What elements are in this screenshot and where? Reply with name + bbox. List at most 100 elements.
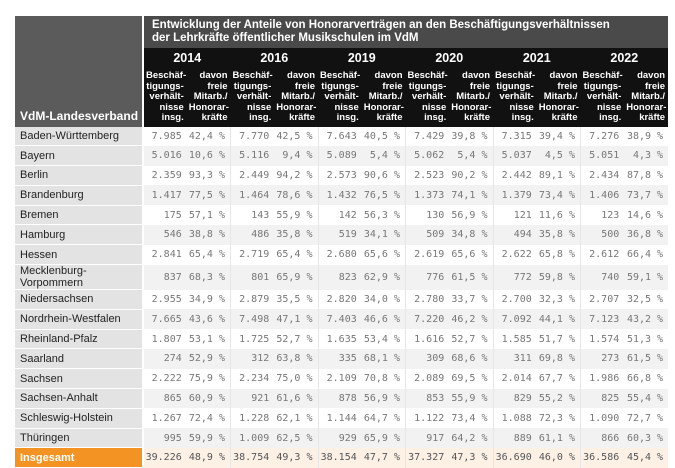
cell-employment-total: 123: [580, 205, 625, 225]
cell-employment-total: 1.228: [230, 408, 275, 429]
year-header: 2019: [318, 48, 406, 68]
cell-honorar-share: 61,6 %: [274, 388, 318, 409]
cell-honorar-share: 72,4 %: [186, 408, 231, 429]
table-row: Saarland 274 52,9 % 312 63,8 % 335 68,1 % 309 68…: [15, 348, 669, 370]
cell-employment-total: 2.234: [230, 368, 275, 389]
cell-honorar-share: 46,6 %: [361, 309, 406, 330]
cell-employment-total: 2.109: [317, 368, 362, 389]
cell-employment-total: 1.574: [580, 329, 625, 349]
cell-employment-total: 7.123: [580, 309, 625, 330]
sub-header-total: Beschäf- tigungs- verhält- nisse insg.: [580, 68, 625, 127]
cell-employment-total: 2.434: [580, 165, 625, 186]
cell-honorar-share: 5,4 %: [361, 145, 406, 166]
cell-honorar-share: 67,7 %: [536, 368, 581, 389]
cell-employment-total: 309: [405, 348, 450, 369]
state-name: Insgesamt: [15, 447, 144, 468]
cell-employment-total: 995: [143, 428, 187, 448]
cell-employment-total: 917: [405, 428, 450, 448]
cell-employment-total: 7.429: [405, 126, 450, 146]
cell-honorar-share: 47,7 %: [361, 447, 406, 468]
cell-honorar-share: 39,4 %: [536, 126, 581, 146]
cell-employment-total: 776: [405, 264, 450, 290]
cell-employment-total: 1.379: [492, 185, 537, 206]
table-row: Mecklenburg-Vorpommern 837 68,3 % 801 65,9 %…: [15, 264, 669, 291]
cell-honorar-share: 75,9 %: [186, 368, 231, 389]
cell-honorar-share: 35,5 %: [274, 289, 318, 310]
cell-honorar-share: 68,3 %: [186, 264, 231, 290]
table-row: Brandenburg 1.417 77,5 % 1.464 78,6 % 1.432 76…: [15, 185, 669, 206]
cell-honorar-share: 55,9 %: [274, 205, 318, 225]
cell-honorar-share: 33,7 %: [449, 289, 493, 310]
table-title: Entwicklung der Anteile von Honorarvertr…: [143, 16, 669, 48]
cell-honorar-share: 35,8 %: [536, 224, 581, 245]
cell-employment-total: 823: [317, 264, 362, 290]
cell-employment-total: 2.619: [405, 244, 450, 265]
cell-honorar-share: 69,8 %: [536, 348, 581, 369]
cell-employment-total: 5.062: [405, 145, 450, 166]
cell-honorar-share: 42,4 %: [186, 126, 231, 146]
cell-honorar-share: 65,6 %: [361, 244, 406, 265]
table-row: Sachsen-Anhalt 865 60,9 % 921 61,6 % 878 56,9 …: [15, 388, 669, 409]
title-line-1: Entwicklung der Anteile von Honorarvertr…: [152, 19, 610, 31]
state-name: Mecklenburg-Vorpommern: [15, 264, 144, 291]
cell-honorar-share: 56,3 %: [361, 205, 406, 225]
table-row: Schleswig-Holstein 1.267 72,4 % 1.228 62,1 %…: [15, 408, 669, 429]
cell-honorar-share: 52,9 %: [186, 348, 231, 369]
cell-honorar-share: 65,4 %: [274, 244, 318, 265]
cell-honorar-share: 45,4 %: [624, 447, 669, 468]
cell-employment-total: 2.719: [230, 244, 275, 265]
cell-honorar-share: 40,5 %: [361, 126, 406, 146]
cell-honorar-share: 55,9 %: [449, 388, 493, 409]
sub-header-share: davon freie Mitarb./ Honorar- kräfte: [361, 68, 406, 127]
cell-honorar-share: 14,6 %: [624, 205, 669, 225]
cell-honorar-share: 59,9 %: [186, 428, 231, 448]
cell-honorar-share: 56,9 %: [361, 388, 406, 409]
cell-employment-total: 1.585: [492, 329, 537, 349]
cell-honorar-share: 34,9 %: [186, 289, 231, 310]
cell-honorar-share: 65,4 %: [186, 244, 231, 265]
cell-honorar-share: 10,6 %: [186, 145, 231, 166]
table-row: Baden-Württemberg 7.985 42,4 % 7.770 42,5 % 7…: [15, 126, 669, 147]
cell-employment-total: 36.586: [580, 447, 625, 468]
cell-honorar-share: 73,4 %: [536, 185, 581, 206]
cell-honorar-share: 64,7 %: [361, 408, 406, 429]
cell-employment-total: 486: [230, 224, 275, 245]
cell-employment-total: 865: [143, 388, 187, 409]
cell-honorar-share: 47,3 %: [449, 447, 493, 468]
cell-honorar-share: 4,5 %: [536, 145, 581, 166]
cell-honorar-share: 49,3 %: [274, 447, 318, 468]
cell-employment-total: 312: [230, 348, 275, 369]
cell-employment-total: 837: [143, 264, 187, 290]
cell-employment-total: 2.707: [580, 289, 625, 310]
cell-employment-total: 2.622: [492, 244, 537, 265]
cell-employment-total: 7.665: [143, 309, 187, 330]
cell-employment-total: 2.359: [143, 165, 187, 186]
year-header: 2020: [405, 48, 493, 68]
cell-employment-total: 273: [580, 348, 625, 369]
cell-honorar-share: 73,7 %: [624, 185, 669, 206]
cell-employment-total: 494: [492, 224, 537, 245]
cell-honorar-share: 5,4 %: [449, 145, 493, 166]
sub-header-row: Beschäf- tigungs- verhält- nisse insg. da…: [15, 68, 669, 127]
cell-employment-total: 1.144: [317, 408, 362, 429]
cell-employment-total: 121: [492, 205, 537, 225]
sub-header-share: davon freie Mitarb./ Honorar- kräfte: [536, 68, 581, 127]
cell-employment-total: 825: [580, 388, 625, 409]
cell-employment-total: 7.498: [230, 309, 275, 330]
cell-honorar-share: 35,8 %: [274, 224, 318, 245]
cell-employment-total: 274: [143, 348, 187, 369]
cell-employment-total: 5.116: [230, 145, 275, 166]
cell-employment-total: 7.403: [317, 309, 362, 330]
table-row: Berlin 2.359 93,3 % 2.449 94,2 % 2.573 90,6 % 2…: [15, 165, 669, 186]
cell-employment-total: 7.985: [143, 126, 187, 146]
year-header-row: 2014 2016 2019 2020 2021 2022: [15, 48, 669, 68]
cell-honorar-share: 39,8 %: [449, 126, 493, 146]
cell-employment-total: 509: [405, 224, 450, 245]
cell-employment-total: 1.986: [580, 368, 625, 389]
cell-employment-total: 7.220: [405, 309, 450, 330]
cell-honorar-share: 90,6 %: [361, 165, 406, 186]
cell-honorar-share: 61,5 %: [624, 348, 669, 369]
cell-honorar-share: 61,5 %: [449, 264, 493, 290]
cell-employment-total: 39.226: [143, 447, 187, 468]
cell-employment-total: 921: [230, 388, 275, 409]
